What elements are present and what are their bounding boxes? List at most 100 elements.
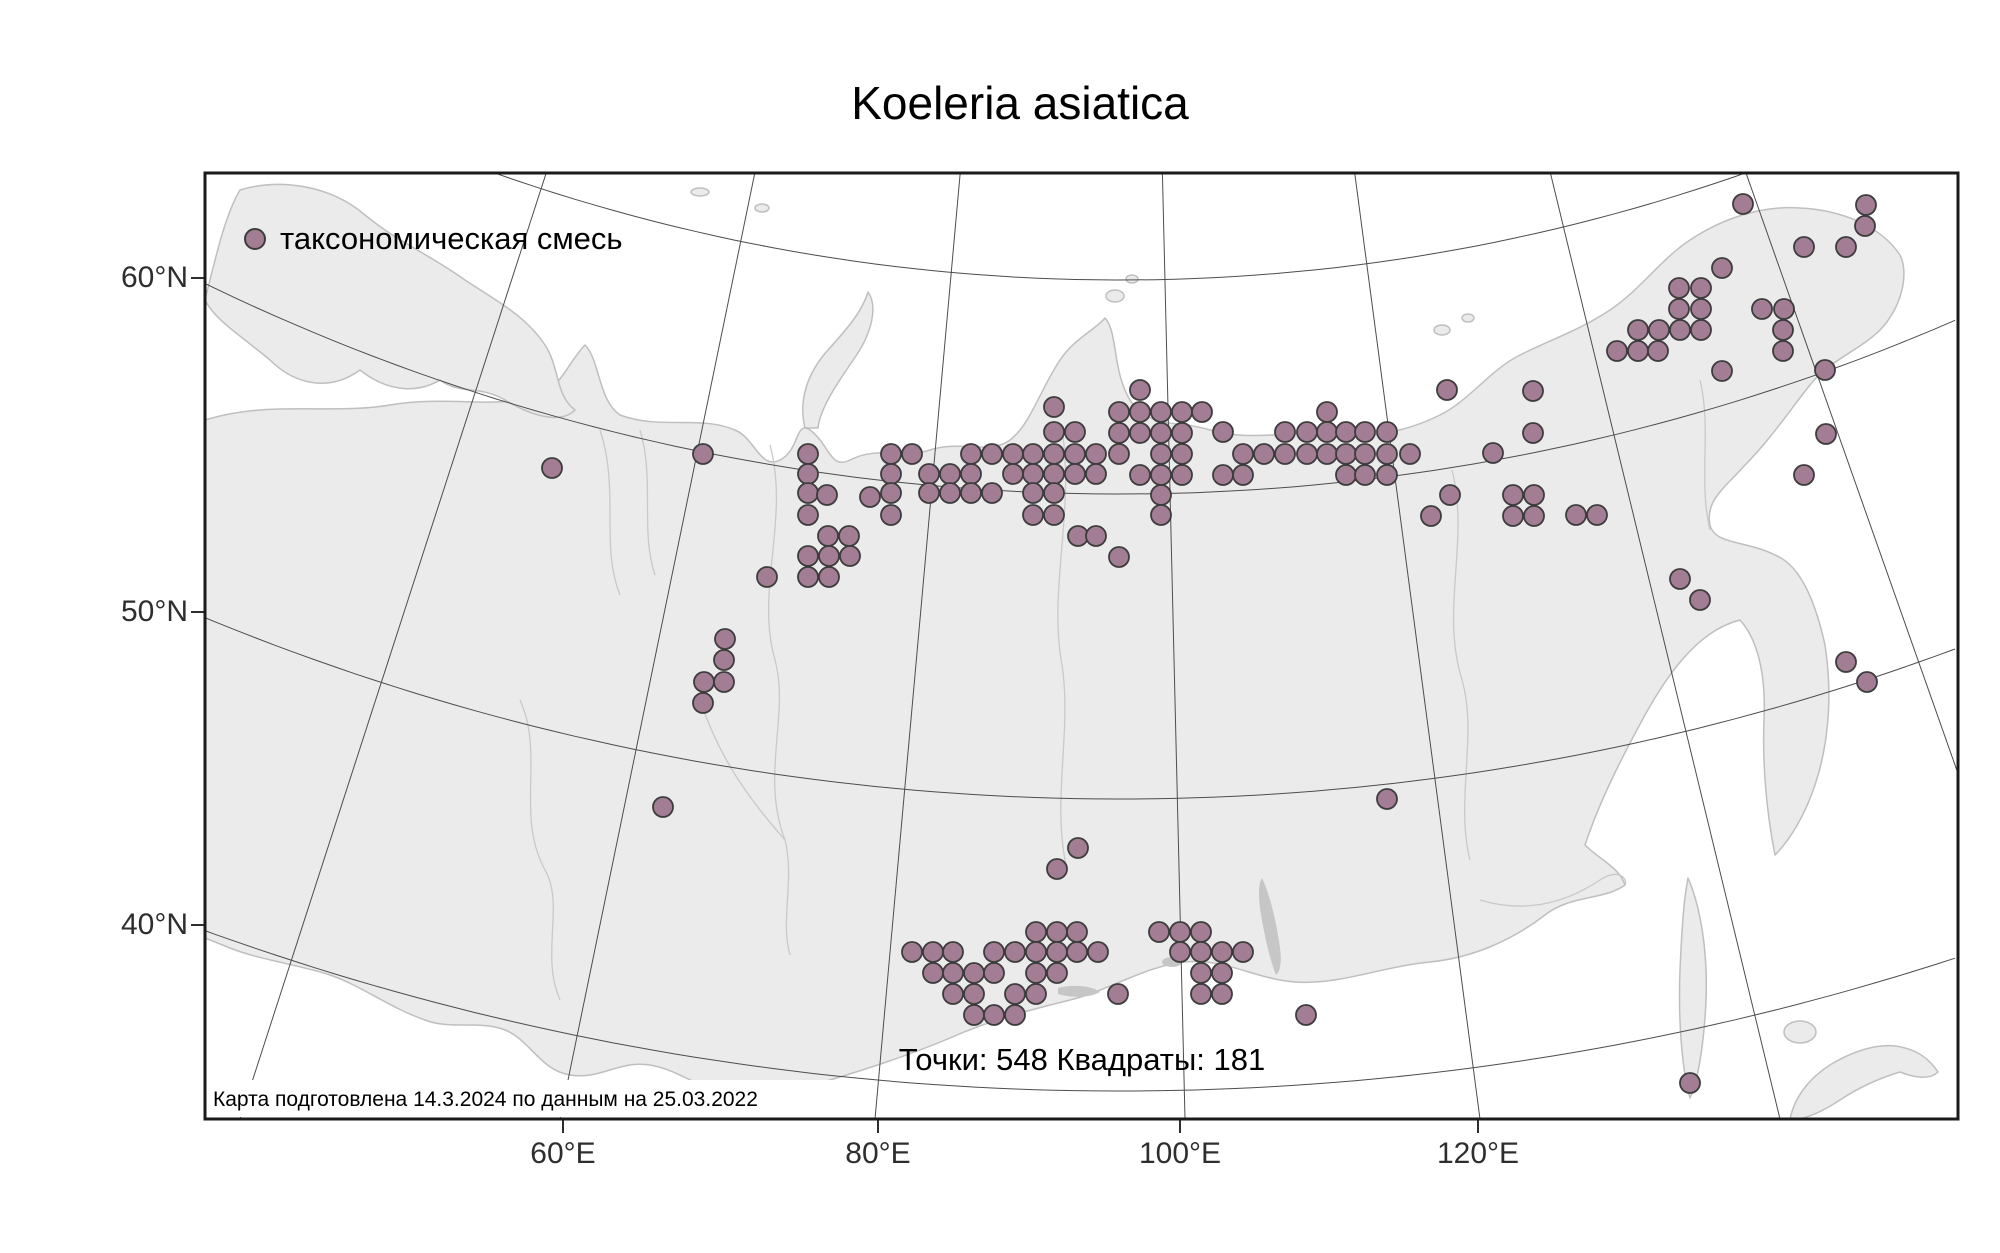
graticule-meridian [1550, 174, 1781, 1118]
arctic-island [1461, 313, 1475, 323]
occurrence-dot [1190, 921, 1212, 943]
occurrence-dot [922, 962, 944, 984]
occurrence-dot [1171, 464, 1193, 486]
occurrence-dot [1732, 193, 1754, 215]
lake-baikal [1258, 878, 1281, 975]
occurrence-dot [880, 504, 902, 526]
x-axis-tick-label: 100°E [1138, 1137, 1222, 1170]
occurrence-dot [983, 941, 1005, 963]
occurrence-dot [1025, 941, 1047, 963]
occurrence-dot [1316, 401, 1338, 423]
occurrence-dot [859, 486, 881, 508]
legend: таксономическая смесь [244, 221, 623, 257]
occurrence-dot [1004, 983, 1026, 1005]
occurrence-dot [797, 566, 819, 588]
occurrence-dot [963, 962, 985, 984]
occurrence-dot [839, 545, 861, 567]
occurrence-dot [1522, 380, 1544, 402]
occurrence-dot [797, 545, 819, 567]
occurrence-dot [1815, 423, 1837, 445]
occurrence-dot [693, 671, 715, 693]
stats-text: Точки: 548 Квадраты: 181 [898, 1042, 1266, 1077]
occurrence-dot [1066, 921, 1088, 943]
occurrence-dot [1150, 484, 1172, 506]
occurrence-dot [1171, 443, 1193, 465]
occurrence-dot [756, 566, 778, 588]
novaya-zemlya-island [802, 291, 874, 429]
occurrence-dot [1295, 1004, 1317, 1026]
occurrence-dot [1668, 298, 1690, 320]
occurrence-dot [1253, 443, 1275, 465]
x-axis-tick-label: 60°E [530, 1137, 596, 1170]
occurrence-dot [1108, 546, 1130, 568]
occurrence-dot [1107, 983, 1129, 1005]
scandinavia [206, 183, 576, 419]
occurrence-dot [1085, 443, 1107, 465]
occurrence-dot [1711, 360, 1733, 382]
occurrence-dot [880, 463, 902, 485]
occurrence-dot [1376, 464, 1398, 486]
occurrence-dot [942, 983, 964, 1005]
y-axis-tick-label: 50°N [120, 595, 188, 628]
note-background [207, 1080, 855, 1117]
occurrence-dot [1439, 484, 1461, 506]
occurrence-dot [1066, 941, 1088, 963]
occurrence-dot [1002, 463, 1024, 485]
graticule-parallel [497, 174, 1743, 281]
occurrence-dot [1606, 340, 1628, 362]
occurrence-dot [1502, 505, 1524, 527]
occurrence-dot [1335, 464, 1357, 486]
arctic-island [1105, 289, 1125, 303]
occurrence-dot [1482, 442, 1504, 464]
occurrence-dot [1025, 921, 1047, 943]
occurrence-dot [1855, 194, 1877, 216]
occurrence-dot [541, 457, 563, 479]
occurrence-dot [1502, 484, 1524, 506]
occurrence-dot [1150, 464, 1172, 486]
arctic-island [690, 187, 710, 197]
occurrence-dot [1043, 421, 1065, 443]
occurrence-dot [1002, 443, 1024, 465]
graticule-parallel [206, 617, 1956, 800]
arctic-island [1125, 274, 1139, 284]
occurrence-dot [1232, 443, 1254, 465]
occurrence-dot [1085, 463, 1107, 485]
occurrence-dot [1108, 401, 1130, 423]
occurrence-dot [1773, 298, 1795, 320]
occurrence-dot [1043, 504, 1065, 526]
occurrence-dot [1025, 962, 1047, 984]
occurrence-dot [1232, 464, 1254, 486]
japan-island [1789, 1044, 1939, 1118]
occurrence-dot [692, 692, 714, 714]
occurrence-dot [1854, 215, 1876, 237]
occurrence-dot [1046, 941, 1068, 963]
occurrence-dot [652, 796, 674, 818]
occurrence-dot [1856, 671, 1878, 693]
occurrence-dot [939, 482, 961, 504]
occurrence-dot [1296, 421, 1318, 443]
occurrence-dot [1354, 464, 1376, 486]
occurrence-dot [1586, 504, 1608, 526]
graticule-grid [206, 174, 1957, 1118]
occurrence-dot [1436, 379, 1458, 401]
occurrence-dot [1190, 962, 1212, 984]
occurrence-dot [1064, 443, 1086, 465]
occurrence-dot [981, 443, 1003, 465]
occurrence-dot [1690, 319, 1712, 341]
graticule-meridian [1745, 174, 1957, 771]
occurrence-dot [901, 941, 923, 963]
occurrence-dot [1191, 401, 1213, 423]
occurrence-dot [1523, 505, 1545, 527]
graticule-parallel [206, 283, 1956, 495]
occurrence-dot [1190, 983, 1212, 1005]
x-axis-tick-label: 120°E [1436, 1137, 1520, 1170]
occurrence-dot [981, 482, 1003, 504]
occurrence-dot [1129, 464, 1151, 486]
legend-label: таксономическая смесь [280, 221, 623, 256]
occurrence-dot [1522, 422, 1544, 444]
axis-tick-marks [191, 277, 1479, 1133]
occurrence-dot [818, 545, 840, 567]
occurrence-dot [1690, 277, 1712, 299]
